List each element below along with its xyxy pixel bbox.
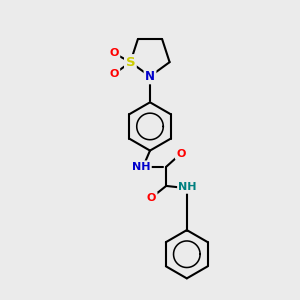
Text: NH: NH xyxy=(132,162,150,172)
Text: O: O xyxy=(110,69,119,79)
Text: O: O xyxy=(176,148,186,158)
Text: O: O xyxy=(147,193,156,203)
Text: S: S xyxy=(126,56,135,69)
Text: NH: NH xyxy=(178,182,197,192)
Text: O: O xyxy=(110,48,119,58)
Text: N: N xyxy=(145,70,155,83)
